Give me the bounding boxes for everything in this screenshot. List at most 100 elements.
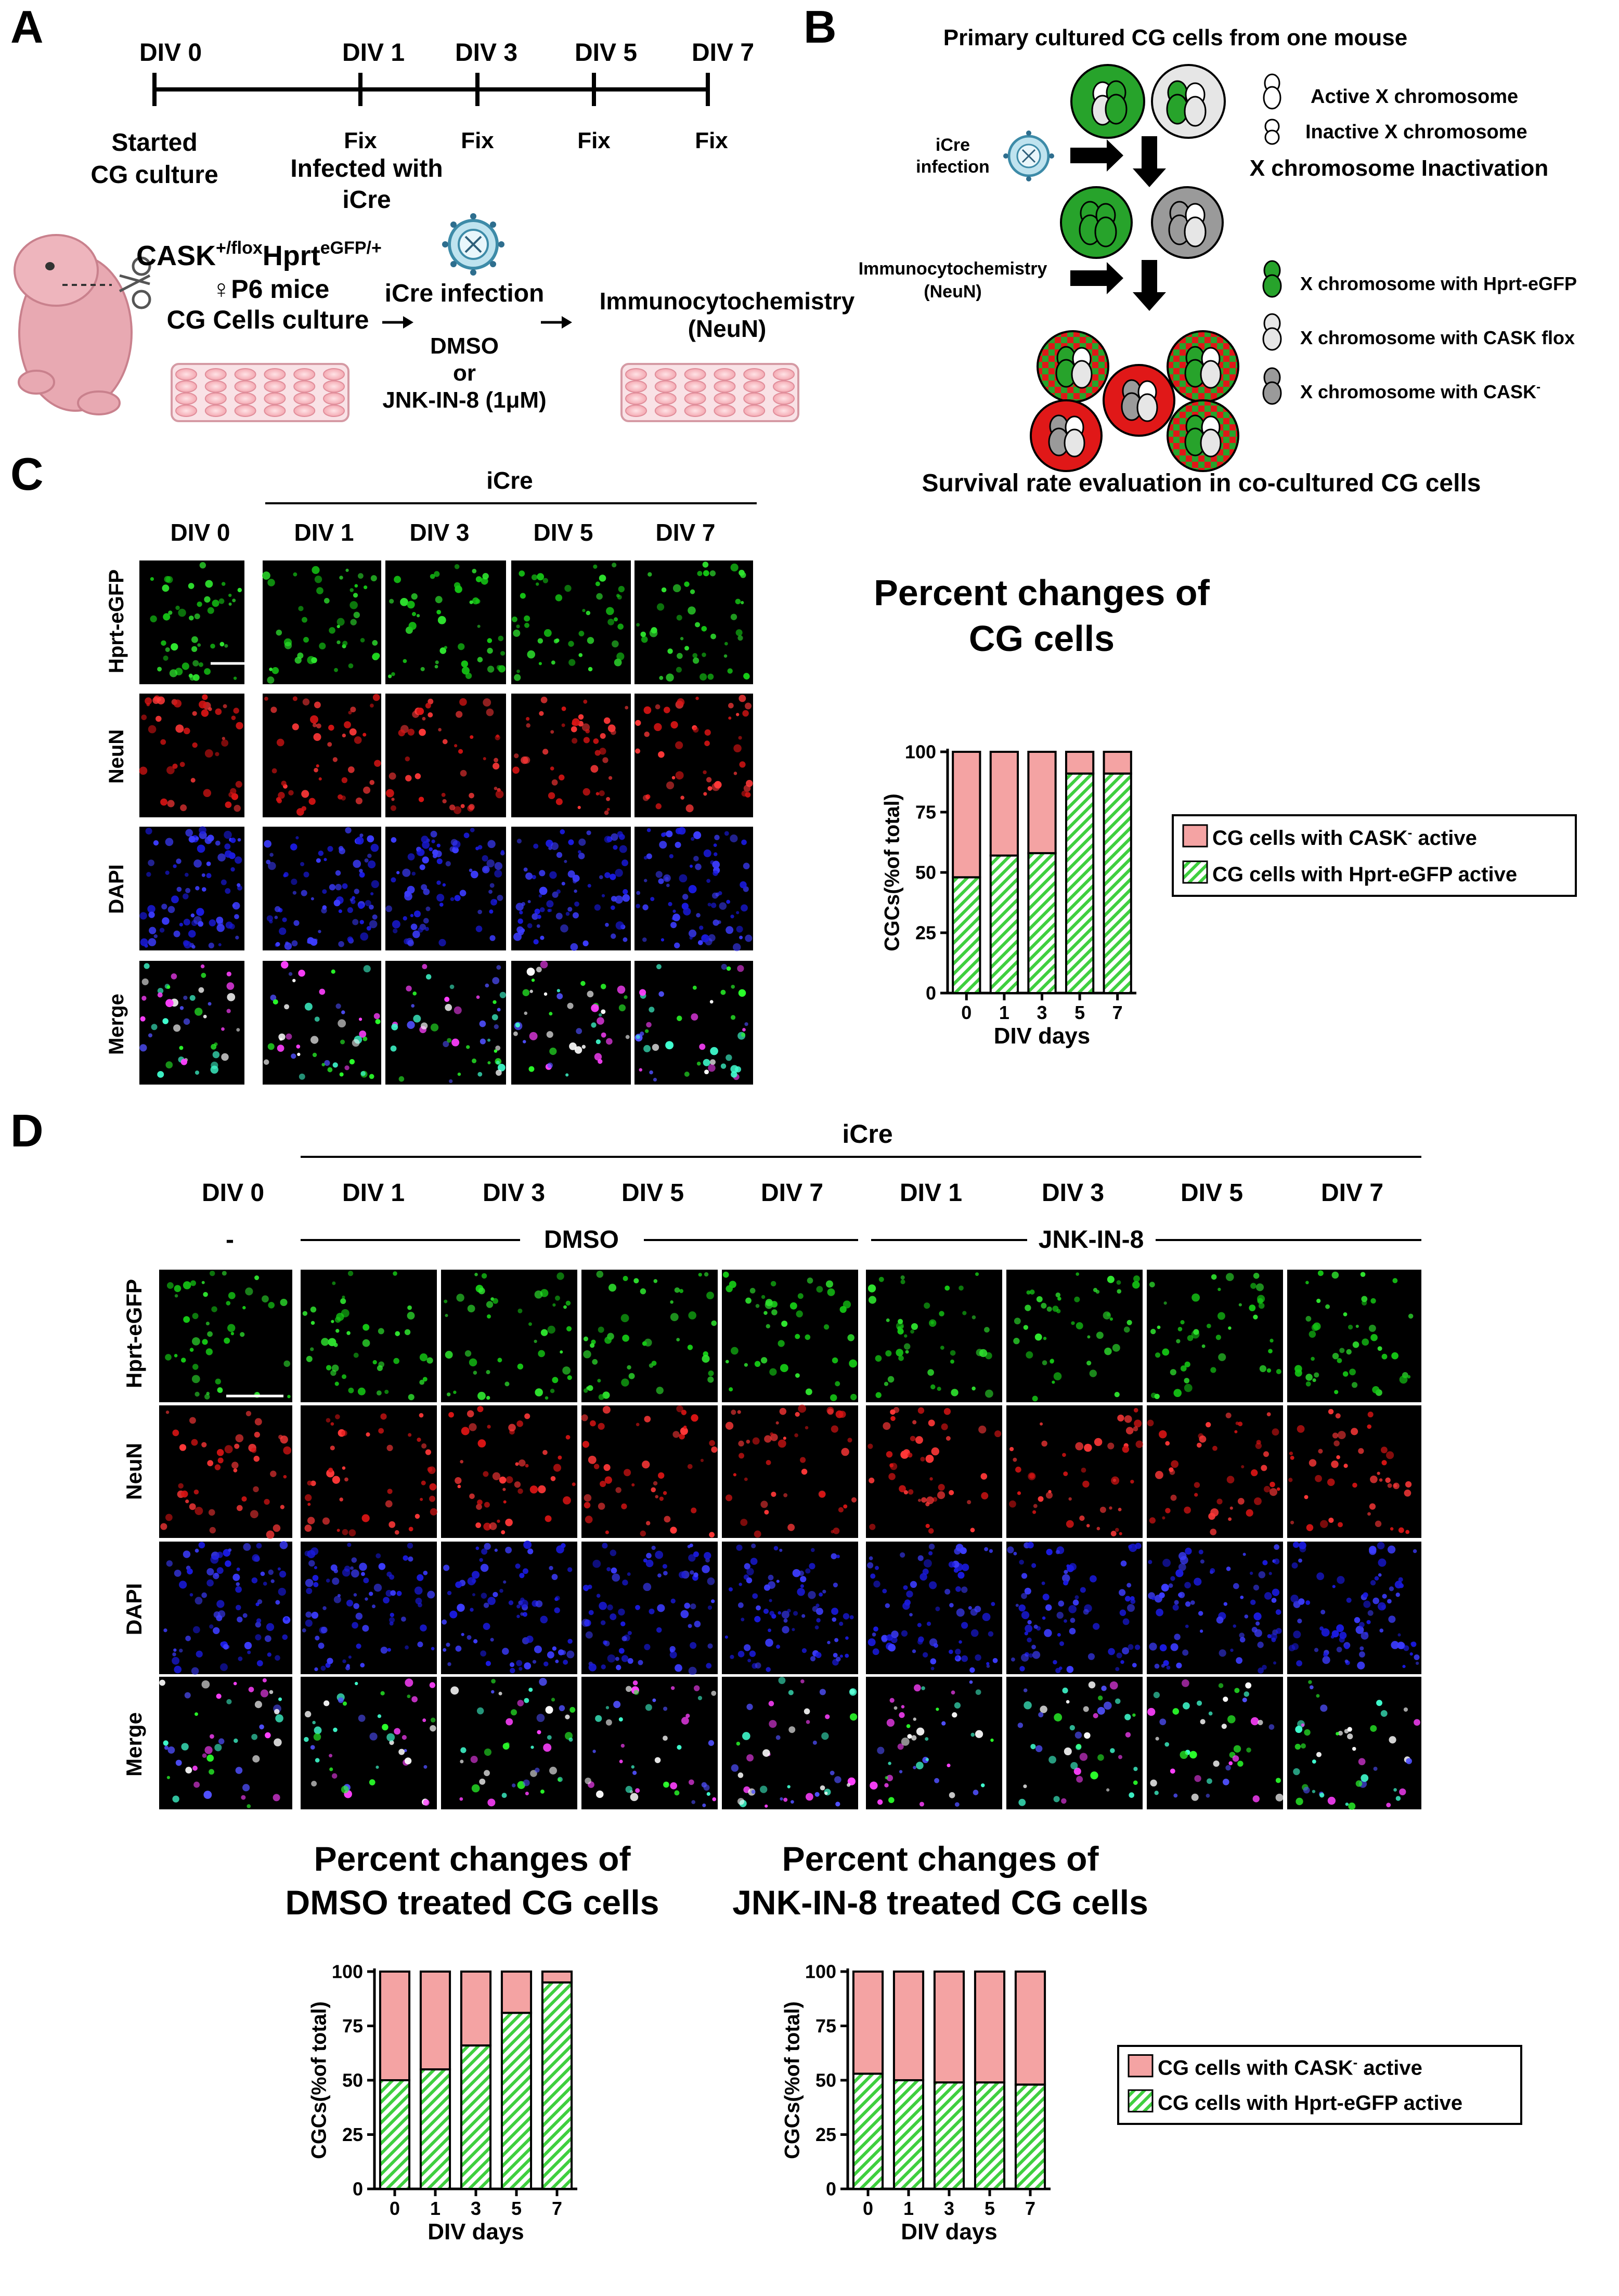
x-tick-label: 7 — [552, 2198, 562, 2219]
legend-minus-chromosome-icon — [1262, 367, 1282, 405]
x-tick-label: 7 — [1112, 1002, 1123, 1023]
y-axis-label: CGCs(%of total) — [880, 793, 903, 951]
micrograph-tile — [722, 1405, 858, 1538]
virus-icon — [1003, 131, 1054, 181]
plate-well — [234, 405, 256, 417]
panel-letter-b: B — [804, 1, 837, 53]
plate-well — [204, 380, 227, 393]
micrograph-tile — [385, 560, 506, 684]
legend-inactive-label: Inactive X chromosome — [1305, 121, 1527, 143]
y-tick-label: 25 — [815, 2124, 836, 2145]
arrow-down-icon — [1133, 260, 1166, 311]
panel-b-bottom-title: Survival rate evaluation in co-cultured … — [922, 469, 1481, 497]
chart-d2: 0 25 50 75 100 0 1 3 5 7 DIV days CGCs(%of total) — [781, 1961, 1051, 2245]
timeline-label-div0: DIV 0 — [139, 39, 202, 67]
microscopy-grid-d — [159, 1270, 1421, 1810]
plate-well — [654, 380, 677, 393]
treatment-jnk: JNK-IN-8 (1μM) — [382, 387, 546, 413]
timeline-label-div7: DIV 7 — [692, 39, 754, 67]
micrograph-tile — [722, 1677, 858, 1809]
legend-flox-label: X chromosome with CASK flox — [1300, 327, 1575, 348]
chart-c: 0 25 50 75 100 0 1 3 5 7 DIV days CGCs(%of total) — [880, 741, 1136, 1049]
panel-d: iCre DIV 0 DIV 1 DIV 3 DIV 5 DIV 7 DIV 1… — [122, 1119, 1522, 2245]
legend-box — [1117, 2045, 1522, 2125]
arrow-right-icon — [1070, 139, 1123, 172]
d-dash-label: - — [226, 1226, 234, 1254]
chart-d1: 0 25 50 75 100 0 1 3 5 7 DIV days CGCs(%of total) — [307, 1961, 577, 2245]
c-row-hprt: Hprt-eGFP — [105, 569, 128, 673]
mice-label: ♀P6 mice — [212, 275, 330, 304]
bar-hprt-active — [974, 2081, 1006, 2190]
legend-hprt-chromosome-icon — [1262, 260, 1282, 298]
legend-active-label: Active X chromosome — [1311, 86, 1518, 108]
plate-well — [323, 368, 345, 381]
micrograph-tile — [581, 1270, 718, 1402]
x-tick-label: 5 — [985, 2198, 995, 2219]
timeline-label-div5: DIV 5 — [575, 39, 637, 67]
plate-well — [175, 405, 197, 417]
cell-icon — [1060, 186, 1133, 259]
bar-hprt-active — [541, 1981, 573, 2190]
bar-cask-active — [892, 1971, 925, 2081]
bar-hprt-active — [1103, 772, 1132, 994]
bar-hprt-active — [892, 2079, 925, 2190]
bar-hprt-active — [379, 2079, 411, 2190]
plate-well — [323, 392, 345, 405]
plate-well — [264, 368, 286, 381]
plate-body — [620, 363, 799, 422]
micrograph-tile — [159, 1677, 292, 1809]
x-tick-label: 1 — [903, 2198, 914, 2219]
timeline-label-div3: DIV 3 — [455, 39, 517, 67]
bar-cask-active — [1027, 751, 1057, 854]
d-col-dmso-div7: DIV 7 — [761, 1179, 823, 1207]
y-tick-label: 75 — [342, 2015, 363, 2037]
plate-well — [714, 380, 736, 393]
micrograph-tile — [634, 560, 753, 684]
plate-well — [204, 405, 227, 417]
co-cultured-cell-icon — [1037, 330, 1109, 403]
micrograph-tile — [1147, 1405, 1283, 1538]
treatment-dmso: DMSO — [430, 333, 499, 359]
d-row-dapi: DAPI — [122, 1583, 146, 1635]
bar-cask-active — [379, 1971, 411, 2081]
plate-well — [264, 392, 286, 405]
d-col-dmso-div1: DIV 1 — [342, 1179, 405, 1207]
micrograph-tile — [634, 694, 753, 817]
timeline-note-icre: iCre — [342, 186, 391, 214]
micrograph-tile — [159, 1270, 292, 1402]
xci-label: X chromosome Inactivation — [1250, 155, 1549, 181]
timeline-note-infected: Infected with — [290, 155, 443, 182]
bar-cask-active — [541, 1971, 573, 1984]
y-tick-label: 0 — [926, 983, 936, 1004]
micrograph-tile — [385, 694, 506, 817]
legend-hprt-label: CG cells with Hprt-eGFP active — [1212, 863, 1517, 886]
ihc-neun-label: (NeuN) — [924, 282, 981, 302]
bar-cask-active — [1103, 751, 1132, 775]
genotype-label: CASK+/floxHprteGFP/+ — [136, 238, 382, 271]
plate-well — [293, 380, 316, 393]
c-col-div5: DIV 5 — [533, 519, 593, 546]
plate-body — [171, 363, 349, 422]
x-tick-label: 1 — [999, 1002, 1009, 1023]
micrograph-tile — [139, 560, 244, 684]
plate-well — [714, 405, 736, 417]
plate-well — [293, 392, 316, 405]
d-col-jnk-div7: DIV 7 — [1321, 1179, 1383, 1207]
bar-hprt-active — [952, 876, 981, 995]
bar-hprt-active — [500, 2012, 533, 2190]
plate-well — [743, 405, 766, 417]
y-tick-label: 50 — [915, 862, 936, 883]
c-row-neun: NeuN — [105, 729, 128, 784]
legend-swatch-cask — [1182, 824, 1208, 847]
microscopy-grid-c — [139, 560, 753, 1085]
c-row-dapi: DAPI — [105, 864, 128, 914]
icre-label: iCre — [936, 135, 970, 155]
c-col-div0: DIV 0 — [170, 519, 230, 546]
bar-cask-active — [1065, 751, 1095, 775]
legend-hprt-label: X chromosome with Hprt-eGFP — [1300, 273, 1577, 294]
micrograph-tile — [1006, 1405, 1143, 1538]
panel-letter-d: D — [10, 1105, 44, 1156]
bar-cask-active — [852, 1971, 884, 2075]
plate-well — [175, 368, 197, 381]
x-tick-label: 3 — [944, 2198, 954, 2219]
